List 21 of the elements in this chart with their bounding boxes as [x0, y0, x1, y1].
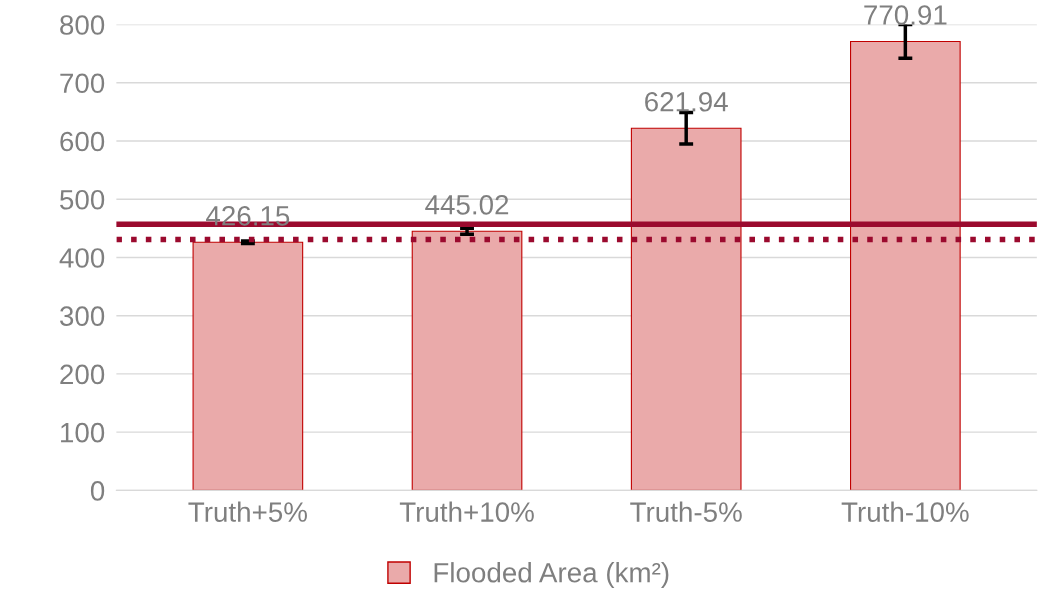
bar — [192, 241, 304, 491]
y-tick-label: 400 — [59, 248, 105, 268]
x-tick-label: Truth+10% — [399, 501, 534, 522]
y-tick-label: 700 — [60, 73, 105, 94]
y-tick-label: 100 — [61, 422, 105, 443]
bar — [850, 40, 961, 491]
x-tick-label: Truth-10% — [841, 501, 969, 522]
y-tick-label: 800 — [60, 15, 105, 35]
bar — [630, 127, 742, 491]
data-label: 770.91 — [864, 5, 947, 25]
x-tick-label: Truth-5% — [630, 501, 742, 522]
y-tick-label: 200 — [60, 364, 105, 385]
y-tick-label: 300 — [59, 306, 105, 327]
x-tick-label: Truth+5% — [188, 501, 307, 522]
y-tick-label: 600 — [60, 131, 105, 152]
y-tick-label: 500 — [60, 189, 105, 210]
legend-label: Flooded Area (km²) — [434, 562, 669, 588]
y-tick-label: 0 — [90, 481, 105, 501]
data-label: 445.02 — [425, 194, 509, 215]
bar — [411, 230, 523, 491]
data-label: 621.94 — [645, 91, 728, 112]
